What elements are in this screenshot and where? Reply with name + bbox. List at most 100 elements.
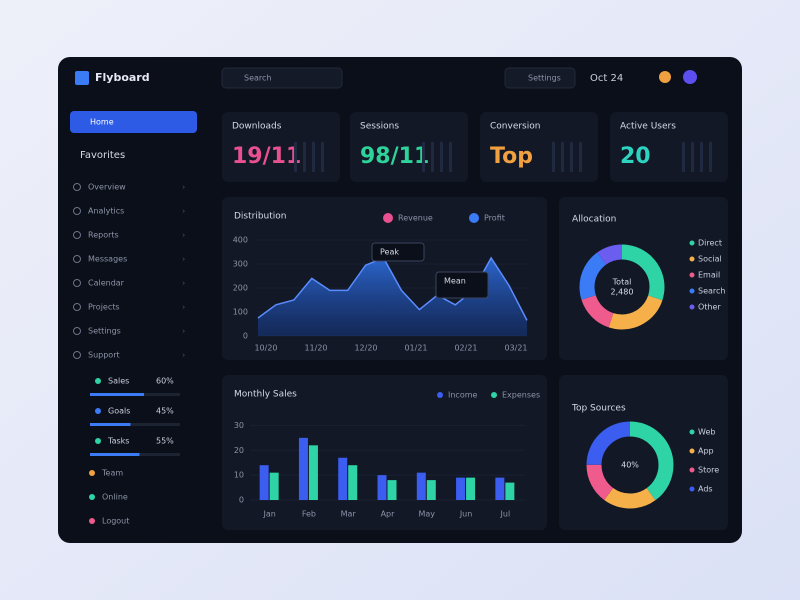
progress-label: Goals — [108, 407, 130, 416]
y-tick-label: 30 — [234, 421, 244, 430]
nav-icon — [73, 327, 81, 335]
kpi-sparkbar — [561, 142, 564, 172]
section-title: Favorites — [80, 150, 125, 161]
bar — [298, 437, 308, 500]
progress-value: 55% — [156, 437, 174, 446]
bar — [387, 480, 397, 500]
nav-label: Messages — [88, 255, 127, 264]
x-tick-label: Jan — [262, 510, 275, 519]
legend-swatch — [689, 304, 695, 310]
donut-segment — [586, 421, 674, 509]
legend-swatch — [689, 240, 695, 246]
donut-center-text: 2,480 — [611, 288, 634, 297]
x-tick-label: Mar — [341, 510, 357, 519]
legend-swatch — [689, 256, 695, 262]
kpi-sparkbar — [570, 142, 573, 172]
tooltip — [435, 271, 489, 299]
chart-title: Allocation — [572, 215, 616, 225]
y-tick-label: 0 — [239, 496, 244, 505]
legend-swatch — [689, 272, 695, 278]
kpi-title: Sessions — [360, 122, 399, 132]
x-tick-label: Apr — [381, 510, 396, 519]
legend-swatch — [689, 288, 695, 294]
tooltip-text: Peak — [380, 248, 399, 257]
progress-icon — [95, 438, 101, 444]
legend-label: Income — [448, 391, 478, 400]
kpi-value: Top — [490, 144, 533, 169]
nav-chevron: › — [182, 351, 185, 360]
legend-label: Search — [698, 287, 725, 296]
x-tick-label: Jun — [459, 510, 473, 519]
footer-icon — [89, 470, 95, 476]
progress-bar — [90, 393, 144, 396]
kpi-sparkbar — [552, 142, 555, 172]
nav-label: Overview — [88, 183, 126, 192]
kpi-sparkbar — [700, 142, 703, 172]
kpi-sparkbar — [691, 142, 694, 172]
donut-segment — [579, 244, 665, 330]
kpi-sparkbar — [682, 142, 685, 172]
x-tick-label: 01/21 — [404, 344, 427, 353]
donut-center-text: 40% — [621, 461, 639, 470]
x-tick-label: 10/20 — [254, 344, 277, 353]
kpi-value: 98/11 — [360, 144, 429, 169]
nav-label: Reports — [88, 231, 119, 240]
donut-center-text: Total — [612, 278, 632, 287]
legend-label: Expenses — [502, 391, 540, 400]
legend-swatch — [491, 392, 497, 398]
x-tick-label: May — [419, 510, 436, 519]
kpi-sparkbar — [312, 142, 315, 172]
nav-chevron: › — [182, 231, 185, 240]
kpi-title: Downloads — [232, 122, 282, 132]
nav-chevron: › — [182, 279, 185, 288]
kpi-sparkbar — [449, 142, 452, 172]
nav-label: Analytics — [88, 207, 124, 216]
bar — [308, 445, 318, 500]
progress-label: Tasks — [107, 437, 129, 446]
active-nav-item[interactable] — [70, 111, 197, 133]
kpi-title: Active Users — [620, 122, 676, 132]
chart-title: Monthly Sales — [234, 390, 297, 400]
y-tick-label: 400 — [233, 236, 248, 245]
footer-label: Team — [101, 469, 123, 478]
tooltip — [371, 242, 425, 262]
search-box[interactable] — [221, 67, 343, 89]
donut-segment — [586, 421, 674, 509]
bar — [505, 482, 515, 500]
logo — [75, 71, 89, 85]
avatar[interactable] — [683, 70, 697, 84]
settings-button[interactable] — [504, 67, 576, 89]
footer-label: Logout — [102, 517, 129, 526]
kpi-card — [350, 112, 468, 182]
legend-swatch — [469, 213, 479, 223]
progress-value: 45% — [156, 407, 174, 416]
date: Oct 24 — [590, 73, 623, 84]
bar — [348, 465, 358, 500]
x-tick-label: 11/20 — [304, 344, 327, 353]
brand: Flyboard — [95, 71, 150, 84]
progress-bar — [90, 453, 140, 456]
bar — [495, 477, 505, 500]
nav-icon — [73, 183, 81, 191]
kpi-title: Conversion — [490, 122, 540, 132]
notification-icon[interactable] — [659, 71, 671, 83]
settings-label: Settings — [528, 74, 561, 83]
bar — [377, 475, 387, 500]
legend-label: Web — [698, 428, 715, 437]
footer-icon — [89, 494, 95, 500]
legend-label: Store — [698, 466, 719, 475]
legend-swatch — [383, 213, 393, 223]
kpi-card — [480, 112, 598, 182]
nav-icon — [73, 207, 81, 215]
nav-chevron: › — [182, 327, 185, 336]
kpi-card — [222, 112, 340, 182]
legend-label: Profit — [484, 214, 505, 223]
nav-chevron: › — [182, 303, 185, 312]
bar — [338, 457, 348, 500]
kpi-sparkbar — [303, 142, 306, 172]
progress-icon — [95, 378, 101, 384]
legend-swatch — [689, 429, 695, 435]
tooltip-text: Mean — [444, 277, 466, 286]
kpi-value: 19/11 — [232, 144, 301, 169]
legend-swatch — [689, 467, 695, 473]
